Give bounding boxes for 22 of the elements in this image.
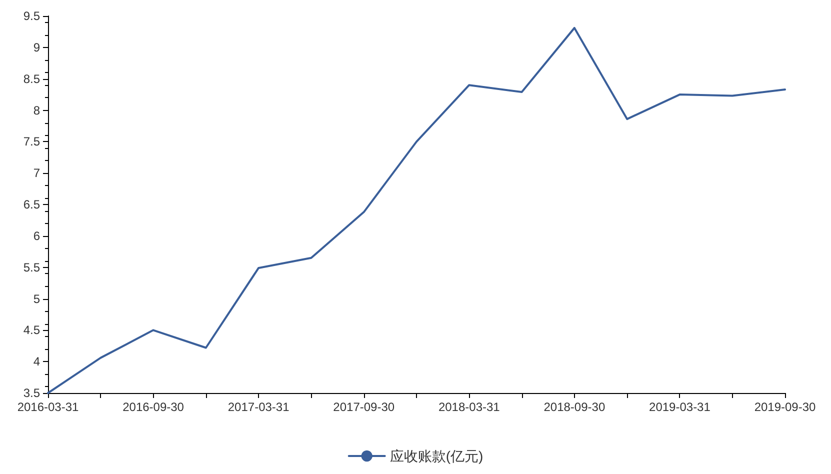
y-tick-label: 6.5 [23,198,40,212]
x-tick-label: 2019-03-31 [649,400,711,414]
y-tick-label: 8.5 [23,72,40,86]
y-tick-label: 9 [33,40,40,54]
x-tick-label: 2018-09-30 [544,400,606,414]
y-tick-label: 7 [33,166,40,180]
y-tick-label: 5.5 [23,260,40,274]
x-tick-label: 2016-03-31 [17,400,80,414]
y-tick-label: 8 [33,103,40,118]
x-tick-label: 2017-03-31 [228,400,290,414]
y-tick-label: 6 [33,228,40,243]
y-tick-label: 7.5 [23,134,40,149]
legend-label: 应收账款(亿元) [390,448,484,464]
y-tick-label: 4.5 [23,323,40,338]
x-tick-label: 2019-09-30 [754,400,816,414]
y-tick-label: 4 [33,354,40,369]
x-tick-label: 2016-09-30 [122,400,184,414]
x-tick-label: 2017-09-30 [333,400,395,414]
y-tick-label: 5 [33,292,40,306]
y-tick-label: 3.5 [23,386,40,400]
x-tick-label: 2018-03-31 [438,400,500,414]
y-tick-label: 9.5 [23,9,40,23]
